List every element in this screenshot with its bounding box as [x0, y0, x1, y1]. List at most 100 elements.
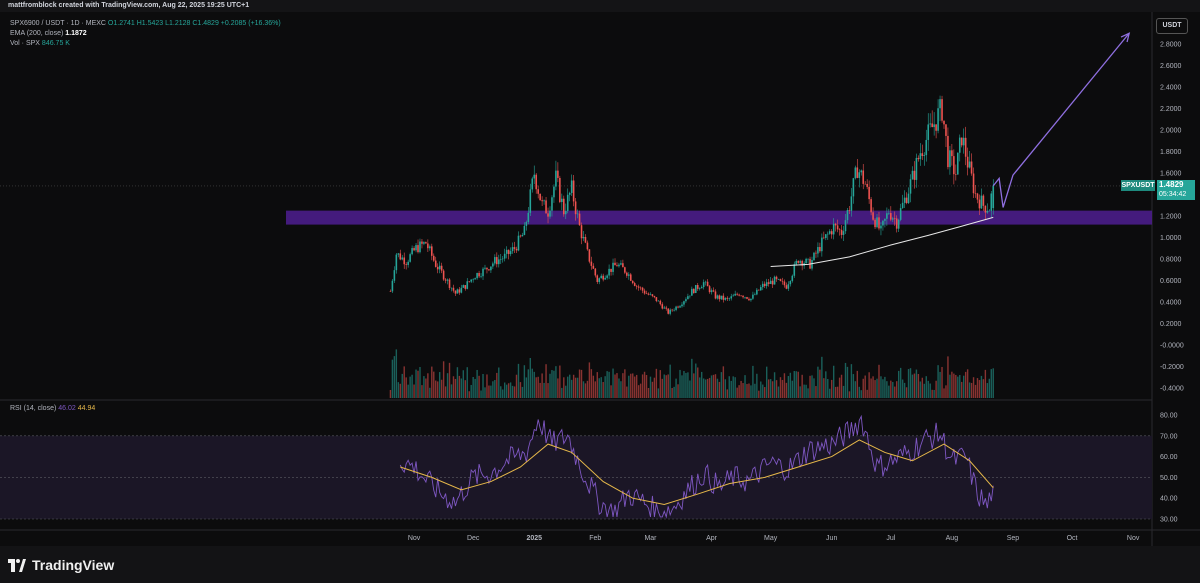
- candle-body: [880, 225, 882, 229]
- candle-body: [450, 287, 453, 289]
- candle-body: [413, 248, 415, 251]
- volume-bar: [838, 377, 841, 398]
- candle-body: [730, 296, 733, 299]
- candle-body: [779, 279, 782, 281]
- volume-bar: [596, 372, 598, 398]
- volume-bar: [911, 374, 914, 398]
- candle-body: [505, 249, 508, 254]
- volume-bar: [907, 369, 910, 398]
- candle-body: [641, 287, 644, 291]
- candle-body: [968, 161, 971, 168]
- candle-body: [874, 219, 876, 228]
- candle-body: [907, 193, 910, 204]
- candle-body: [492, 263, 494, 267]
- candle-body: [612, 262, 614, 272]
- candle-body: [972, 173, 975, 194]
- candle-body: [488, 269, 490, 271]
- volume-bar: [913, 373, 916, 398]
- candle-body: [974, 193, 977, 194]
- volume-bar: [917, 374, 920, 398]
- candle-body: [844, 220, 847, 232]
- legend-ohlc: O1.2741 H1.5423 L1.2128 C1.4829 +0.2085 …: [107, 20, 281, 27]
- volume-bar: [659, 370, 662, 398]
- volume-bar: [941, 366, 943, 398]
- candle-body: [951, 150, 953, 157]
- volume-bar: [675, 378, 677, 398]
- candle-body: [592, 265, 595, 269]
- volume-bar: [856, 370, 859, 398]
- price-tick-label: 0.2000: [1160, 321, 1182, 328]
- candle-body: [864, 183, 866, 185]
- candle-body: [884, 218, 886, 221]
- candle-body: [960, 137, 963, 146]
- volume-bar: [905, 387, 908, 398]
- footer-bar: [0, 546, 1200, 583]
- candle-body: [438, 265, 441, 270]
- volume-bar: [405, 377, 407, 398]
- candle-body: [799, 260, 801, 263]
- volume-bar: [864, 375, 866, 398]
- price-chart[interactable]: 2.8000 2.6000 2.4000 2.2000 2.0000 1.8000 1.60…: [0, 0, 1200, 546]
- candle-body: [821, 237, 823, 252]
- volume-bar: [643, 371, 646, 398]
- volume-bar: [561, 387, 563, 398]
- candle-body: [915, 157, 918, 180]
- volume-bar: [618, 378, 620, 398]
- candle-body: [740, 295, 742, 297]
- volume-bar: [567, 376, 569, 398]
- volume-bar: [482, 373, 484, 398]
- volume-bar: [417, 370, 419, 398]
- volume-bar: [697, 367, 699, 398]
- currency-button[interactable]: USDT: [1156, 18, 1188, 34]
- candle-body: [815, 252, 817, 254]
- volume-bar: [614, 374, 616, 398]
- volume-bar: [616, 373, 618, 398]
- volume-bar: [669, 364, 671, 398]
- candle-body: [578, 213, 581, 226]
- candle-body: [693, 288, 695, 294]
- candle-body: [523, 225, 526, 235]
- candle-body: [712, 290, 715, 292]
- candle-body: [553, 186, 555, 198]
- volume-bar: [667, 374, 669, 398]
- volume-bar: [519, 382, 522, 398]
- candle-body: [464, 285, 467, 289]
- volume-bar: [685, 372, 687, 398]
- candle-body: [710, 290, 713, 293]
- volume-bar: [630, 373, 632, 398]
- legend-ema-line: EMA (200, close) 1.1872: [10, 30, 87, 37]
- candle-body: [913, 170, 916, 180]
- candle-body: [535, 174, 538, 190]
- candle-body: [903, 197, 906, 203]
- candle-body: [606, 275, 608, 278]
- candle-body: [685, 299, 687, 302]
- volume-bar: [555, 366, 557, 398]
- candle-body: [452, 287, 455, 291]
- candle-body: [870, 199, 872, 213]
- time-tick-label: Aug: [946, 535, 959, 542]
- legend-rsi-label: RSI (14, close): [10, 405, 57, 412]
- volume-bar: [970, 382, 973, 398]
- time-tick-label: 2025: [526, 535, 542, 542]
- candle-body: [454, 290, 457, 294]
- volume-bar: [990, 369, 992, 398]
- candle-body: [893, 218, 896, 219]
- candle-body: [417, 245, 419, 253]
- volume-bar: [858, 386, 860, 398]
- time-tick-label: Dec: [467, 535, 480, 542]
- volume-bar: [852, 374, 855, 398]
- volume-bar: [756, 373, 758, 398]
- price-tick-label: 2.6000: [1160, 63, 1182, 70]
- tradingview-logo[interactable]: TradingView: [8, 557, 114, 573]
- volume-bar: [972, 377, 975, 398]
- candle-body: [754, 294, 756, 296]
- volume-bar: [608, 371, 610, 398]
- candle-body: [955, 174, 957, 175]
- volume-bar: [632, 373, 634, 398]
- volume-bar: [777, 386, 780, 398]
- candle-body: [781, 280, 784, 282]
- volume-bar: [415, 369, 417, 398]
- legend-vol-line: Vol · SPX 846.75 K: [10, 40, 70, 47]
- volume-bar: [586, 380, 589, 398]
- volume-bar: [639, 383, 642, 398]
